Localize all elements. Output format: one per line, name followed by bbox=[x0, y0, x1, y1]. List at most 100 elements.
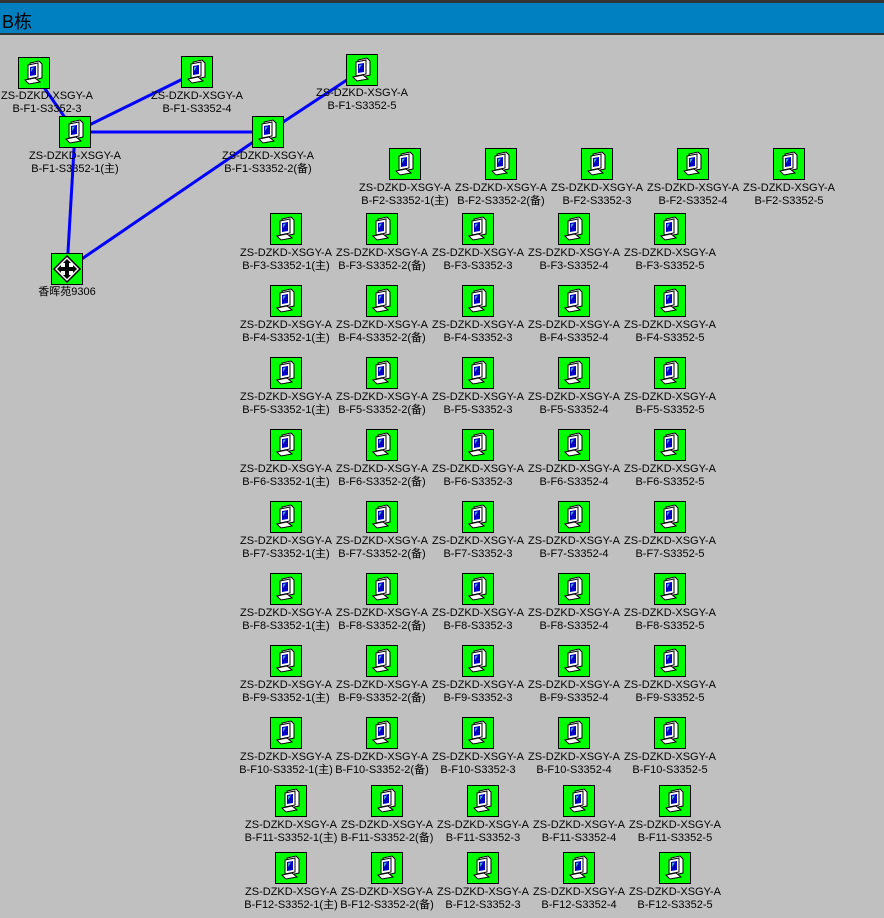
switch-node-f1-3[interactable] bbox=[18, 57, 50, 89]
switch-node-f9-5[interactable] bbox=[654, 645, 686, 677]
node-label: ZS-DZKD-XSGY-AB-F5-S3352-5 bbox=[624, 391, 716, 416]
computer-icon bbox=[275, 216, 295, 241]
computer-icon bbox=[275, 504, 295, 529]
switch-node-f5-3[interactable] bbox=[462, 357, 494, 389]
switch-node-f4-1[interactable] bbox=[270, 285, 302, 317]
switch-node-f3-2[interactable] bbox=[366, 213, 398, 245]
switch-node-f6-3[interactable] bbox=[462, 429, 494, 461]
switch-node-f2-1[interactable] bbox=[389, 148, 421, 180]
switch-node-f2-4[interactable] bbox=[677, 148, 709, 180]
node-label: ZS-DZKD-XSGY-AB-F1-S3352-1(主) bbox=[29, 150, 121, 175]
node-label: ZS-DZKD-XSGY-AB-F2-S3352-3 bbox=[551, 182, 643, 207]
node-label: ZS-DZKD-XSGY-AB-F7-S3352-3 bbox=[432, 535, 524, 560]
computer-icon bbox=[568, 855, 588, 880]
switch-node-f7-5[interactable] bbox=[654, 501, 686, 533]
computer-icon bbox=[275, 576, 295, 601]
switch-node-f8-5[interactable] bbox=[654, 573, 686, 605]
switch-node-f2-3[interactable] bbox=[581, 148, 613, 180]
switch-node-f4-4[interactable] bbox=[558, 285, 590, 317]
topology-canvas[interactable]: ZS-DZKD-XSGY-AB-F1-S3352-3 ZS-DZKD-XSGY-A… bbox=[0, 35, 884, 918]
gateway-node[interactable] bbox=[51, 253, 83, 285]
switch-node-f5-5[interactable] bbox=[654, 357, 686, 389]
switch-node-f5-2[interactable] bbox=[366, 357, 398, 389]
switch-node-f8-1[interactable] bbox=[270, 573, 302, 605]
switch-node-f10-5[interactable] bbox=[654, 717, 686, 749]
switch-node-f6-4[interactable] bbox=[558, 429, 590, 461]
switch-node-f11-4[interactable] bbox=[563, 785, 595, 817]
switch-node-f7-4[interactable] bbox=[558, 501, 590, 533]
node-label: ZS-DZKD-XSGY-AB-F8-S3352-1(主) bbox=[240, 607, 332, 632]
computer-icon bbox=[563, 216, 583, 241]
link-f1-2-gateway[interactable] bbox=[66, 130, 269, 271]
switch-node-f10-3[interactable] bbox=[462, 717, 494, 749]
link-f1-1-gateway[interactable] bbox=[65, 131, 77, 270]
node-label: ZS-DZKD-XSGY-AB-F5-S3352-3 bbox=[432, 391, 524, 416]
switch-node-f4-5[interactable] bbox=[654, 285, 686, 317]
switch-node-f5-4[interactable] bbox=[558, 357, 590, 389]
switch-node-f1-5[interactable] bbox=[346, 54, 378, 86]
switch-node-f3-3[interactable] bbox=[462, 213, 494, 245]
switch-node-f11-1[interactable] bbox=[275, 785, 307, 817]
computer-icon bbox=[563, 504, 583, 529]
switch-node-f8-4[interactable] bbox=[558, 573, 590, 605]
computer-icon bbox=[280, 855, 300, 880]
switch-node-f12-2[interactable] bbox=[371, 852, 403, 884]
switch-node-f4-3[interactable] bbox=[462, 285, 494, 317]
switch-node-f7-3[interactable] bbox=[462, 501, 494, 533]
link-f1-4-f1-1[interactable] bbox=[74, 70, 198, 134]
computer-icon bbox=[659, 720, 679, 745]
computer-icon bbox=[64, 119, 84, 144]
computer-icon bbox=[659, 648, 679, 673]
computer-icon bbox=[371, 504, 391, 529]
switch-node-f7-1[interactable] bbox=[270, 501, 302, 533]
computer-icon bbox=[659, 360, 679, 385]
switch-node-f8-2[interactable] bbox=[366, 573, 398, 605]
switch-node-f11-2[interactable] bbox=[371, 785, 403, 817]
node-label: ZS-DZKD-XSGY-AB-F12-S3352-5 bbox=[629, 886, 721, 911]
switch-node-f12-5[interactable] bbox=[659, 852, 691, 884]
switch-node-f2-5[interactable] bbox=[773, 148, 805, 180]
switch-node-f12-1[interactable] bbox=[275, 852, 307, 884]
computer-icon bbox=[467, 504, 487, 529]
switch-node-f1-2[interactable] bbox=[252, 116, 284, 148]
switch-node-f11-3[interactable] bbox=[467, 785, 499, 817]
switch-node-f12-4[interactable] bbox=[563, 852, 595, 884]
switch-node-f11-5[interactable] bbox=[659, 785, 691, 817]
computer-icon bbox=[275, 432, 295, 457]
computer-icon bbox=[778, 151, 798, 176]
node-label: ZS-DZKD-XSGY-AB-F3-S3352-4 bbox=[528, 247, 620, 272]
switch-node-f3-5[interactable] bbox=[654, 213, 686, 245]
switch-node-f6-5[interactable] bbox=[654, 429, 686, 461]
computer-icon bbox=[563, 576, 583, 601]
node-label: ZS-DZKD-XSGY-AB-F6-S3352-4 bbox=[528, 463, 620, 488]
computer-icon bbox=[659, 216, 679, 241]
switch-node-f6-2[interactable] bbox=[366, 429, 398, 461]
switch-node-f6-1[interactable] bbox=[270, 429, 302, 461]
node-label: ZS-DZKD-XSGY-AB-F3-S3352-1(主) bbox=[240, 247, 332, 272]
node-label: ZS-DZKD-XSGY-AB-F8-S3352-5 bbox=[624, 607, 716, 632]
node-label: ZS-DZKD-XSGY-AB-F1-S3352-5 bbox=[316, 87, 408, 112]
switch-node-f3-1[interactable] bbox=[270, 213, 302, 245]
switch-node-f10-1[interactable] bbox=[270, 717, 302, 749]
switch-node-f10-4[interactable] bbox=[558, 717, 590, 749]
switch-node-f7-2[interactable] bbox=[366, 501, 398, 533]
node-label: ZS-DZKD-XSGY-AB-F12-S3352-2(备) bbox=[340, 886, 434, 911]
computer-icon bbox=[659, 288, 679, 313]
switch-node-f9-1[interactable] bbox=[270, 645, 302, 677]
switch-node-f10-2[interactable] bbox=[366, 717, 398, 749]
switch-node-f5-1[interactable] bbox=[270, 357, 302, 389]
computer-icon bbox=[376, 855, 396, 880]
switch-node-f1-4[interactable] bbox=[181, 56, 213, 88]
switch-node-f2-2[interactable] bbox=[485, 148, 517, 180]
switch-node-f8-3[interactable] bbox=[462, 573, 494, 605]
computer-icon bbox=[351, 57, 371, 82]
computer-icon bbox=[371, 288, 391, 313]
switch-node-f9-4[interactable] bbox=[558, 645, 590, 677]
computer-icon bbox=[467, 720, 487, 745]
switch-node-f9-3[interactable] bbox=[462, 645, 494, 677]
switch-node-f9-2[interactable] bbox=[366, 645, 398, 677]
switch-node-f12-3[interactable] bbox=[467, 852, 499, 884]
switch-node-f4-2[interactable] bbox=[366, 285, 398, 317]
switch-node-f1-1[interactable] bbox=[59, 116, 91, 148]
switch-node-f3-4[interactable] bbox=[558, 213, 590, 245]
